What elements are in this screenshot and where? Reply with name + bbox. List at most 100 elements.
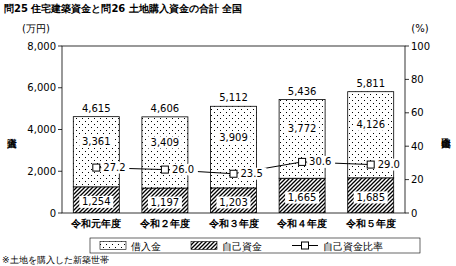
x-tick-label: 令和４年度 xyxy=(276,218,327,229)
bar-segment xyxy=(73,117,119,187)
data-label-bg xyxy=(148,136,182,148)
data-label-bg xyxy=(307,156,335,168)
data-label-bg xyxy=(354,119,388,131)
x-tick-label: 令和２年度 xyxy=(139,218,190,229)
data-label: 1,254 xyxy=(82,196,111,207)
data-label: 27.2 xyxy=(103,162,125,173)
data-label-bg xyxy=(217,196,251,208)
y2-tick xyxy=(405,146,409,147)
y2-tick-label: 80 xyxy=(411,74,424,85)
legend-swatch xyxy=(191,242,217,250)
x-tick-label: 令和５年度 xyxy=(345,218,396,229)
data-label: 3,409 xyxy=(151,137,180,148)
total-label: 5,811 xyxy=(356,78,385,89)
data-label-group: 1,203 xyxy=(217,196,251,208)
x-tick-label: 令和元年度 xyxy=(70,218,121,229)
data-label-bg xyxy=(79,196,113,208)
data-label: 1,197 xyxy=(151,197,180,208)
data-labels: 1,2543,3611,1973,4091,2033,9091,6653,772… xyxy=(79,119,403,209)
data-label-bg xyxy=(354,191,388,203)
y2-label: 自己資金比率 xyxy=(441,138,451,149)
bar-segment xyxy=(279,178,325,213)
legend-label: 借入金 xyxy=(131,241,161,252)
bar-segment xyxy=(348,178,394,213)
data-label-group: 30.6 xyxy=(307,156,335,168)
y2-unit: (%) xyxy=(411,23,428,34)
y2-tick-label: 20 xyxy=(411,174,424,185)
bar-segment xyxy=(211,188,257,213)
y2-tick xyxy=(405,112,409,113)
y2-tick xyxy=(405,179,409,180)
y-tick-label: 4,000 xyxy=(27,124,56,135)
data-label-group: 27.2 xyxy=(101,162,129,174)
y-tick xyxy=(58,129,62,130)
line-marker xyxy=(299,158,306,165)
data-label: 1,203 xyxy=(219,197,248,208)
data-label: 3,361 xyxy=(82,136,111,147)
y-tick-label: 6,000 xyxy=(27,82,56,93)
y2-tick-label: 0 xyxy=(411,208,417,219)
data-label: 29.0 xyxy=(378,159,400,170)
legend-swatch xyxy=(100,242,126,250)
data-label-group: 1,254 xyxy=(79,196,113,208)
y-tick-label: 0 xyxy=(50,208,56,219)
y2-tick-label: 40 xyxy=(411,141,424,152)
data-label-group: 3,361 xyxy=(79,136,113,148)
y-tick xyxy=(58,87,62,88)
total-label: 4,606 xyxy=(151,103,180,114)
y-tick xyxy=(58,46,62,47)
line-marker xyxy=(367,161,374,168)
data-label-bg xyxy=(285,123,319,135)
y2-tick xyxy=(405,79,409,80)
legend-label: 自己資金比率 xyxy=(323,241,383,252)
plot-frame xyxy=(62,46,405,213)
y-unit: (万円) xyxy=(22,23,50,34)
data-label-group: 1,197 xyxy=(148,197,182,209)
y2-tick xyxy=(405,46,409,47)
data-label-group: 23.5 xyxy=(239,168,267,180)
y2-tick-label: 60 xyxy=(411,107,424,118)
total-label: 5,112 xyxy=(219,92,248,103)
legend-frame xyxy=(90,238,420,253)
data-label-group: 3,772 xyxy=(285,123,319,135)
y-tick-label: 8,000 xyxy=(27,41,56,52)
y2-tick-label: 100 xyxy=(411,41,430,52)
data-label-bg xyxy=(239,168,267,180)
data-label-bg xyxy=(148,197,182,209)
data-label-bg xyxy=(217,131,251,143)
data-label: 3,772 xyxy=(288,123,317,134)
data-label-group: 29.0 xyxy=(376,159,404,171)
data-label-bg xyxy=(170,164,198,176)
data-label: 4,126 xyxy=(356,119,385,130)
line-marker xyxy=(230,170,237,177)
data-label: 30.6 xyxy=(309,156,331,167)
legend: 借入金 自己資金 自己資金比率 xyxy=(90,238,420,253)
data-label-group: 4,126 xyxy=(354,119,388,131)
data-label-bg xyxy=(101,162,129,174)
plot-marks xyxy=(73,92,393,213)
data-label-group: 26.0 xyxy=(170,164,198,176)
legend-label: 自己資金 xyxy=(222,241,262,252)
data-label: 3,909 xyxy=(219,132,248,143)
data-label-bg xyxy=(285,192,319,204)
total-label: 4,615 xyxy=(82,103,111,114)
data-label-group: 3,409 xyxy=(148,136,182,148)
line-marker xyxy=(161,166,168,173)
legend-swatch xyxy=(302,242,309,249)
data-label-group: 3,909 xyxy=(217,131,251,143)
data-label: 23.5 xyxy=(241,168,263,179)
bar-segment xyxy=(142,117,188,188)
data-label-bg xyxy=(79,136,113,148)
x-tick-label: 令和３年度 xyxy=(208,218,259,229)
y2-tick xyxy=(405,213,409,214)
bar-segment xyxy=(73,187,119,213)
data-label-group: 1,685 xyxy=(354,191,388,203)
y-tick-label: 2,000 xyxy=(27,166,56,177)
data-label: 1,685 xyxy=(356,192,385,203)
total-label: 5,436 xyxy=(288,86,317,97)
data-label-bg xyxy=(376,159,404,171)
y-label: 購入資金 xyxy=(7,138,17,149)
title: 問25 住宅建築資金と問26 土地購入資金の合計 全国 xyxy=(4,3,242,15)
chart: 問25 住宅建築資金と問26 土地購入資金の合計 全国(万円)(%)購入資金自己… xyxy=(0,0,456,266)
line-marker xyxy=(93,164,100,171)
